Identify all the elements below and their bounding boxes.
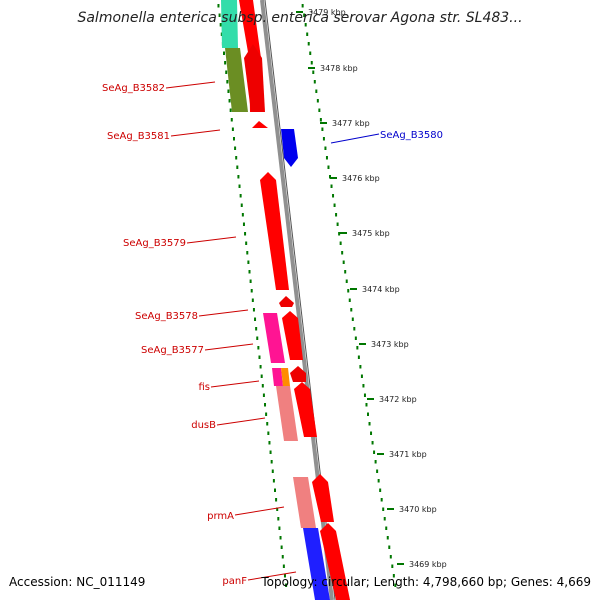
ruler-tick-label: 3471 kbp: [389, 450, 427, 459]
gene-label: fis: [198, 382, 210, 393]
ruler-tick-label: 3479 kbp: [308, 8, 346, 17]
feature-block-teal: [221, 0, 238, 48]
cds-arrow-b3581: [252, 121, 268, 128]
accession-text: Accession: NC_011149: [9, 575, 146, 589]
gene-leader-line: [170, 129, 221, 137]
feature-block-orange: [281, 368, 290, 386]
gene-leader-line: [210, 380, 260, 388]
feature-block-blue: [303, 528, 330, 600]
gene-leader-line: [216, 417, 266, 426]
gene-label: SeAg_B3581: [107, 131, 170, 142]
gene-leader-line: [234, 506, 285, 516]
gene-label: dusB: [191, 420, 216, 431]
cds-arrow-dusB: [294, 382, 317, 437]
ruler-tick-label: 3477 kbp: [332, 119, 370, 128]
ruler-tick-label: 3476 kbp: [342, 174, 380, 183]
gene-labels: SeAg_B3582 SeAg_B3581 SeAg_B3580 SeAg_B3579…: [102, 81, 443, 587]
ruler-tick-label: 3469 kbp: [409, 560, 447, 569]
feature-block-magenta: [263, 313, 285, 363]
cds-arrow-b3578: [279, 296, 294, 307]
gene-label: SeAg_B3580: [380, 130, 443, 141]
outer-tick-track: [301, 4, 397, 587]
ruler-tick-label: 3472 kbp: [379, 395, 417, 404]
cds-arrow-b3577: [282, 311, 303, 360]
gene-leader-line: [198, 309, 249, 317]
feature-block-olive: [225, 48, 248, 112]
gene-leader-line: [247, 571, 297, 581]
gene-label: SeAg_B3579: [123, 238, 186, 249]
cds-track: [239, 0, 350, 600]
cds-arrow-b3579: [260, 172, 289, 290]
gene-label: SeAg_B3578: [135, 311, 198, 322]
genome-summary-text: Topology: circular; Length: 4,798,660 bp…: [261, 575, 591, 589]
gene-leader-line: [165, 81, 216, 89]
kbp-ruler: 3479 kbp 3478 kbp 3477 kbp 3476 kbp 3475 kbp…: [296, 8, 447, 569]
gene-leader-line: [204, 343, 254, 351]
feature-block-salmon: [276, 386, 298, 441]
cds-arrow-fis: [290, 366, 306, 382]
genome-title: Salmonella enterica subsp. enterica sero…: [77, 10, 523, 26]
cds-arrow-b3580: [281, 129, 298, 167]
gene-label: SeAg_B3577: [141, 345, 204, 356]
gene-label: prmA: [207, 511, 234, 522]
feature-track: [221, 0, 330, 600]
ruler-tick-label: 3473 kbp: [371, 340, 409, 349]
gene-label: panF: [222, 576, 247, 587]
ruler-tick-label: 3474 kbp: [362, 285, 400, 294]
ruler-tick-label: 3470 kbp: [399, 505, 437, 514]
feature-block-salmon-2: [293, 477, 316, 528]
ruler-tick-label: 3478 kbp: [320, 64, 358, 73]
gene-leader-line: [330, 133, 380, 144]
ruler-tick-label: 3475 kbp: [352, 229, 390, 238]
feature-block-magenta-small: [272, 368, 283, 386]
cds-arrow-panF: [320, 523, 350, 600]
cds-arrow-prmA: [312, 474, 334, 522]
cds-arrow-b3582: [244, 44, 265, 112]
gene-leader-line: [186, 236, 237, 244]
gene-label: SeAg_B3582: [102, 83, 165, 94]
